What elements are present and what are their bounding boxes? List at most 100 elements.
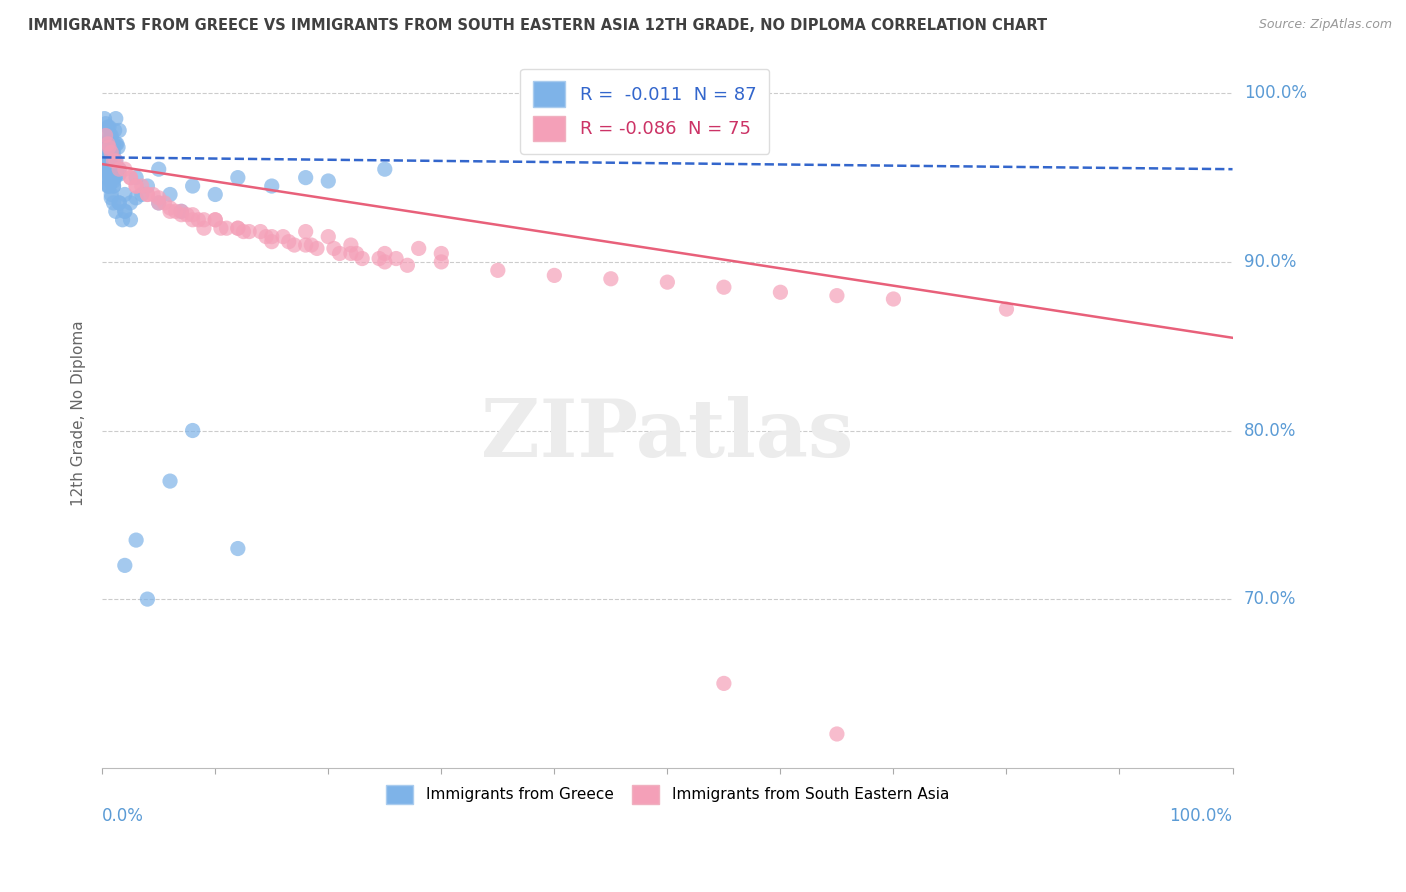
- Point: [374, 162, 396, 177]
- Point: [131, 179, 153, 194]
- Point: [114, 204, 136, 219]
- Point: [94, 145, 117, 160]
- Point: [94, 128, 117, 143]
- Point: [103, 179, 125, 194]
- Point: [100, 191, 122, 205]
- Point: [232, 225, 254, 239]
- Point: [103, 179, 125, 194]
- Point: [97, 153, 120, 168]
- Point: [98, 170, 121, 185]
- Text: 100.0%: 100.0%: [1170, 806, 1233, 824]
- Point: [98, 179, 121, 194]
- Point: [105, 167, 128, 181]
- Point: [114, 204, 136, 219]
- Point: [385, 252, 408, 266]
- Point: [136, 187, 159, 202]
- Point: [599, 272, 621, 286]
- Point: [368, 252, 391, 266]
- Text: IMMIGRANTS FROM GREECE VS IMMIGRANTS FROM SOUTH EASTERN ASIA 12TH GRADE, NO DIPL: IMMIGRANTS FROM GREECE VS IMMIGRANTS FRO…: [28, 18, 1047, 33]
- Point: [226, 541, 249, 556]
- Point: [94, 128, 117, 143]
- Point: [111, 212, 134, 227]
- Point: [98, 174, 121, 188]
- Point: [104, 170, 127, 185]
- Point: [148, 191, 170, 205]
- Point: [100, 157, 122, 171]
- Point: [249, 225, 271, 239]
- Point: [187, 212, 209, 227]
- Point: [100, 187, 122, 202]
- Point: [159, 204, 181, 219]
- Point: [98, 140, 121, 154]
- Point: [98, 170, 121, 185]
- Point: [96, 162, 118, 177]
- Point: [108, 167, 131, 181]
- Point: [104, 112, 127, 126]
- Point: [294, 238, 316, 252]
- Point: [340, 246, 363, 260]
- Point: [98, 167, 121, 181]
- Point: [97, 179, 120, 194]
- Point: [713, 676, 735, 690]
- Point: [215, 221, 238, 235]
- Point: [271, 229, 294, 244]
- Point: [769, 285, 792, 300]
- Point: [159, 474, 181, 488]
- Point: [103, 195, 125, 210]
- Point: [374, 255, 396, 269]
- Point: [104, 136, 127, 151]
- Point: [995, 302, 1018, 317]
- Point: [125, 179, 148, 194]
- Point: [226, 221, 249, 235]
- Point: [254, 229, 277, 244]
- Point: [148, 195, 170, 210]
- Point: [181, 208, 204, 222]
- Point: [136, 592, 159, 607]
- Point: [104, 204, 127, 219]
- Point: [294, 170, 316, 185]
- Point: [120, 170, 142, 185]
- Point: [103, 153, 125, 168]
- Point: [98, 128, 121, 143]
- Point: [260, 235, 283, 249]
- Point: [100, 145, 122, 160]
- Point: [97, 162, 120, 177]
- Point: [96, 157, 118, 171]
- Y-axis label: 12th Grade, No Diploma: 12th Grade, No Diploma: [72, 321, 86, 507]
- Point: [170, 204, 193, 219]
- Point: [108, 195, 131, 210]
- Text: 70.0%: 70.0%: [1244, 591, 1296, 608]
- Point: [100, 162, 122, 177]
- Point: [486, 263, 509, 277]
- Point: [430, 255, 453, 269]
- Point: [159, 201, 181, 215]
- Point: [148, 195, 170, 210]
- Point: [657, 275, 679, 289]
- Point: [114, 162, 136, 177]
- Point: [882, 292, 904, 306]
- Point: [120, 212, 142, 227]
- Point: [114, 558, 136, 573]
- Point: [98, 120, 121, 134]
- Text: Source: ZipAtlas.com: Source: ZipAtlas.com: [1258, 18, 1392, 31]
- Point: [104, 153, 127, 168]
- Point: [323, 242, 346, 256]
- Point: [825, 288, 848, 302]
- Point: [142, 187, 165, 202]
- Point: [97, 162, 120, 177]
- Point: [103, 162, 125, 177]
- Legend: Immigrants from Greece, Immigrants from South Eastern Asia: Immigrants from Greece, Immigrants from …: [380, 779, 955, 810]
- Point: [396, 258, 419, 272]
- Point: [97, 136, 120, 151]
- Point: [94, 117, 117, 131]
- Point: [104, 153, 127, 168]
- Point: [120, 195, 142, 210]
- Point: [316, 174, 339, 188]
- Point: [108, 123, 131, 137]
- Point: [825, 727, 848, 741]
- Point: [260, 179, 283, 194]
- Text: 100.0%: 100.0%: [1244, 85, 1306, 103]
- Point: [170, 208, 193, 222]
- Point: [148, 162, 170, 177]
- Point: [159, 187, 181, 202]
